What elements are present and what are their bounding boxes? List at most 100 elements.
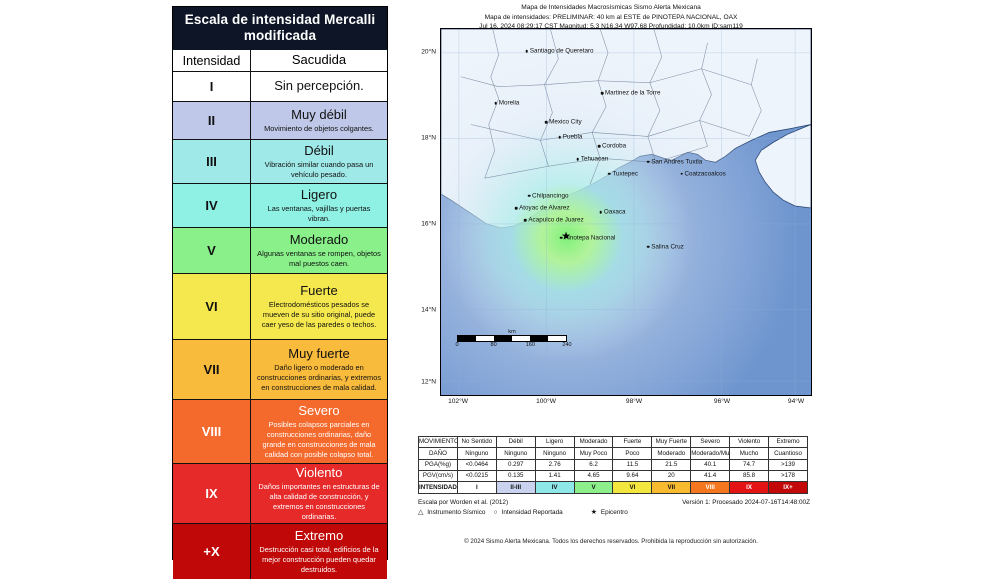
copyright-notice: © 2024 Sismo Alerta Mexicana. Todos los … (464, 538, 758, 545)
table-cell-dano: Muy Poco (573, 447, 614, 460)
star-icon: ★ (590, 508, 597, 516)
table-cell-pga: 0.297 (495, 458, 536, 472)
mercalli-row-V: V Moderado Algunas ventanas se rompen, obj… (173, 227, 387, 274)
table-cell-pga: >139 (768, 458, 808, 472)
table-cell-pga: 40.1 (690, 458, 731, 472)
mercalli-description: Severo Posibles colapsos parciales en con… (251, 400, 387, 463)
table-cell-dano: Moderado (651, 447, 692, 460)
table-cell-dano: Ninguno (534, 447, 575, 460)
city-label: Martinez de la Torre (604, 89, 661, 97)
table-cell-movimiento: Ligero (534, 435, 575, 449)
table-rowlabel-dano: DAÑO (418, 447, 458, 460)
mercalli-row-II: II Muy débil Movimiento de objetos colgant… (173, 101, 387, 140)
mercalli-row-VIII: VIII Severo Posibles colapsos parciales en… (173, 399, 387, 464)
mercalli-description: Extremo Destrucción casi total, edificios… (251, 524, 387, 579)
lat-tick: 12°N (421, 378, 436, 386)
city-dot (559, 236, 563, 239)
map-header-line3: Jul 16, 2024 08:29:17 CST Magnitud: 5.3 … (479, 23, 743, 31)
city-dot (525, 49, 529, 53)
city-dot (524, 218, 527, 222)
map-plot-area[interactable]: Santiago de Queretaro Morelia Mexico City M… (440, 28, 812, 396)
table-cell-dano: Mucho (729, 447, 770, 460)
table-cell-pgv: 4.65 (573, 470, 614, 483)
table-rowlabel-pgv: PGV(cm/s) (418, 470, 458, 483)
mercalli-detail: Vibración similar cuando pasa un vehícul… (264, 160, 374, 179)
circle-icon: ○ (493, 508, 498, 516)
city-dot (608, 172, 611, 175)
city-label: Acapulco de Juarez (528, 216, 584, 224)
table-rowlabel-pga: PGA(%g) (418, 458, 458, 472)
mercalli-roman: III (173, 140, 251, 184)
mercalli-name: Muy débil (291, 106, 347, 122)
city-dot (558, 135, 562, 139)
city-label: Mexico City (549, 118, 582, 126)
city-label: Cordoba (601, 142, 627, 150)
mercalli-description: Débil Vibración similar cuando pasa un ve… (251, 140, 387, 183)
mercalli-row-plusX: +X Extremo Destrucción casi total, edifici… (173, 523, 387, 579)
map-panel: Mapa de Intensidades Macrosísmicas Sismo… (396, 0, 826, 565)
mercalli-header-row: Intensidad Sacudida (173, 50, 387, 72)
city-label: San Andres Tuxtla (651, 158, 703, 166)
table-cell-intensidad: II-III (495, 481, 536, 495)
scale-tick: 0 (455, 342, 459, 348)
basemap-landmass (441, 29, 811, 395)
map-header-line2: Mapa de intensidades: PRELIMINAR: 40 km … (484, 13, 738, 21)
city-label: Morelia (498, 99, 520, 107)
table-cell-intensidad: VI (612, 481, 653, 495)
mercalli-name: Muy fuerte (288, 346, 350, 362)
mercalli-roman: II (173, 102, 251, 140)
mercalli-title: Escala de intensidad Mercalli modificada (173, 7, 387, 51)
mercalli-roman: VII (173, 340, 251, 400)
table-row-dano: DAÑO Ninguno Ninguno Ninguno Muy Poco Poco Mod… (418, 447, 808, 460)
mercalli-roman: VI (173, 274, 251, 340)
city-label: Puebla (562, 133, 583, 141)
mercalli-description: Sin percepción. (251, 72, 387, 101)
lat-tick: 18°N (421, 134, 436, 142)
lat-tick: 16°N (421, 220, 436, 228)
table-cell-intensidad: VII (651, 481, 692, 495)
mercalli-row-I: I Sin percepción. (173, 71, 387, 102)
table-row-pga: PGA(%g) <0.0464 0.297 2.76 6.2 11.5 21.5 40.1 74… (418, 458, 808, 472)
table-rowlabel-movimiento: MOVIMIENTO (418, 435, 458, 449)
city-label: Pinotepa Nacional (564, 234, 616, 242)
scale-bar-ticks: 0 80 160 240 (455, 342, 571, 350)
table-row-pgv: PGV(cm/s) <0.0215 0.135 1.41 4.65 9.64 20 41.4 8… (418, 470, 808, 483)
city-dot (527, 194, 531, 197)
table-cell-pga: <0.0464 (456, 458, 497, 472)
mercalli-detail: Electrodomésticos pesados se mueven de s… (261, 300, 377, 329)
table-cell-dano: Moderado/Mucho (690, 447, 731, 460)
table-cell-movimiento: Débil (495, 435, 536, 449)
mercalli-description: Moderado Algunas ventanas se rompen, obje… (251, 228, 387, 273)
table-cell-pgv: 9.64 (612, 470, 653, 483)
city-label: Tuxtepec (612, 170, 639, 178)
mercalli-roman: +X (173, 524, 251, 579)
mercalli-detail: Daño ligero o moderado en construcciones… (256, 363, 382, 392)
map-header-line1: Mapa de Intensidades Macrosísmicas Sismo… (521, 4, 701, 11)
mercalli-detail: Movimiento de objetos colgantes. (264, 123, 374, 133)
table-cell-intensidad: IV (534, 481, 575, 495)
mercalli-row-III: III Débil Vibración similar cuando pasa un… (173, 139, 387, 184)
lon-tick: 94°W (787, 398, 805, 405)
map-scale-bar: km 0 80 160 240 (455, 329, 571, 350)
city-dot (494, 102, 498, 105)
lat-tick: 20°N (421, 48, 436, 56)
reported-label: Intensidad Reportada (501, 508, 563, 516)
mercalli-description: Ligero Las ventanas, vajillas y puertas v… (251, 184, 387, 227)
table-cell-movimiento: Extremo (768, 435, 808, 449)
lat-tick: 14°N (421, 306, 436, 314)
city-label: Salina Cruz (651, 243, 684, 251)
city-dot (646, 160, 650, 164)
table-cell-pga: 2.76 (534, 458, 575, 472)
table-cell-pga: 74.7 (729, 458, 770, 472)
lon-tick: 98°W (625, 398, 643, 405)
mercalli-name: Fuerte (300, 283, 338, 299)
mercalli-detail: Algunas ventanas se rompen, objetos mal … (257, 249, 381, 268)
mercalli-name: Severo (298, 403, 340, 419)
mercalli-name: Extremo (294, 528, 344, 544)
table-cell-dano: Ninguno (495, 447, 536, 460)
table-row-movimiento: MOVIMIENTO No Sentido Débil Ligero Moderado F… (418, 435, 808, 449)
mercalli-row-VI: VI Fuerte Electrodomésticos pesados se mue… (173, 273, 387, 340)
table-cell-intensidad: IX (729, 481, 770, 495)
lon-tick: 100°W (536, 398, 556, 405)
city-dot (600, 91, 604, 95)
